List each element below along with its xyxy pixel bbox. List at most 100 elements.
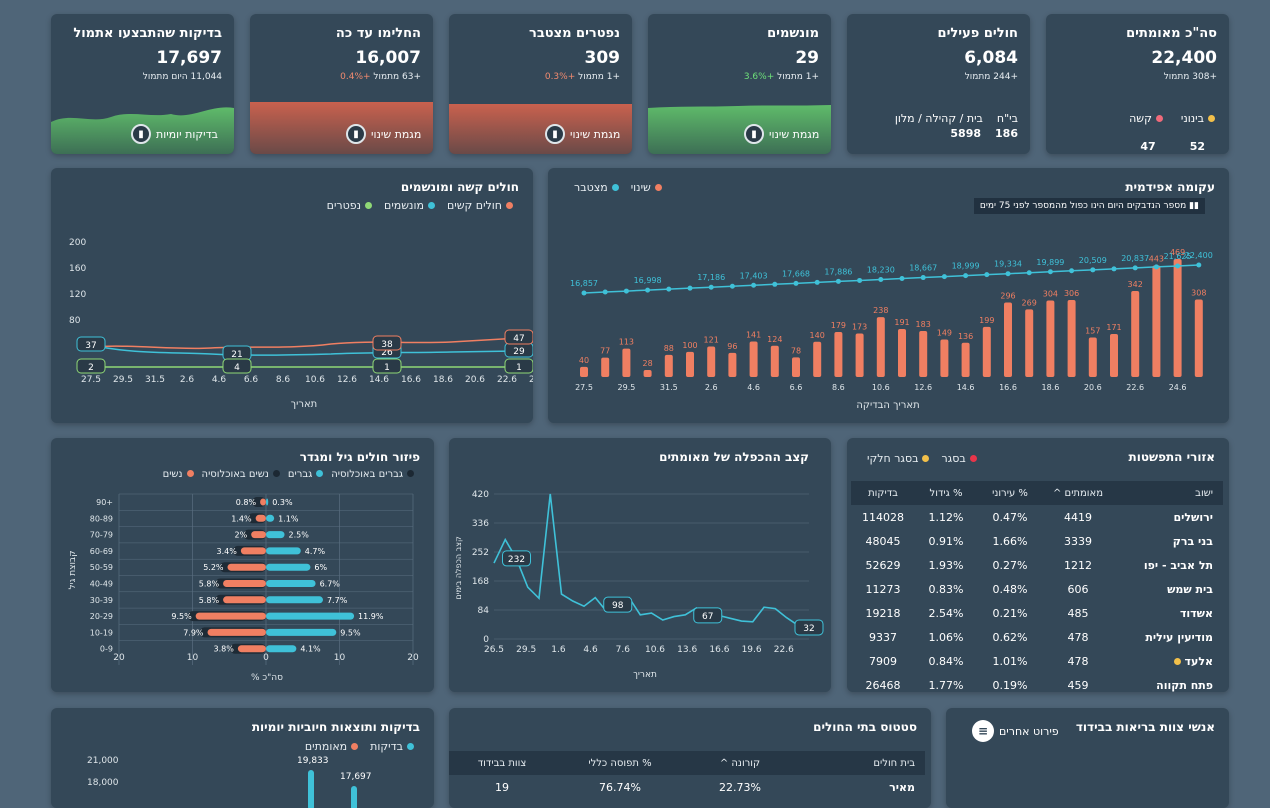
bar-label: 179 (831, 321, 846, 330)
city-name: תל אביב - יפו (1143, 558, 1213, 572)
women-label: 3.8% (214, 645, 235, 654)
bar-change (1194, 299, 1203, 377)
table-row[interactable]: מאיר 22.73% 76.74% 19 (449, 775, 925, 799)
city-name: בני ברק (1172, 534, 1213, 548)
regions-legend: בסגר בסגר חלקי (867, 452, 977, 465)
cumulative-point (751, 282, 757, 288)
table-row[interactable]: פתח תקווה 459 0.19% 1.77% 26468 (851, 673, 1223, 692)
legend-partial-closure[interactable]: בסגר חלקי (867, 452, 930, 465)
cumulative-point (772, 281, 778, 287)
callout-label: 21 (231, 350, 242, 360)
legend-tests[interactable]: בדיקות (370, 740, 414, 753)
table-row[interactable]: בני ברק 3339 1.66% 0.91% 48045 (851, 529, 1223, 553)
tests: 7909 (869, 654, 897, 668)
legend-severe[interactable]: חולים קשים (447, 199, 513, 212)
women-bar (223, 596, 266, 604)
bar-change (813, 341, 822, 377)
x-tick: 26.5 (484, 645, 504, 655)
x-tick: 27.5 (575, 383, 593, 392)
table-row[interactable]: מודיעין עילית 478 0.62% 1.06% 9337 (851, 625, 1223, 649)
bar-change (1088, 337, 1097, 377)
bar-label: 171 (1106, 323, 1121, 332)
x-tick: 22.6 (497, 375, 517, 385)
callout-label: 1 (516, 363, 522, 373)
legend-women-pop[interactable]: נשים באוכלוסיה (202, 469, 280, 480)
cumulative-point (984, 272, 990, 278)
hosp-value: 186 (995, 127, 1018, 140)
sparkline-recovered (250, 102, 433, 154)
table-row[interactable]: אלעד 478 1.01% 0.84% 7909 (851, 649, 1223, 673)
legend-women[interactable]: נשים (163, 469, 194, 480)
legend-ventilated[interactable]: מונשמים (384, 199, 435, 212)
tests: 26468 (865, 678, 901, 692)
women-label: 9.5% (171, 612, 192, 621)
cumulative-label: 17,668 (782, 269, 810, 278)
col-urban[interactable]: % עירוני (977, 481, 1043, 505)
daily-tests-link[interactable]: בדיקות יומיות ▮ (131, 124, 218, 144)
cumulative-point (708, 284, 714, 290)
legend-closure[interactable]: בסגר (941, 452, 977, 465)
men-label: 0.3% (272, 498, 293, 507)
bar-change (982, 326, 991, 377)
kpi-value: 309 (584, 48, 621, 68)
callout-box (693, 607, 723, 624)
legend-confirmed[interactable]: מאומתים (305, 740, 359, 753)
urban-pct: 0.21% (992, 606, 1028, 620)
table-header-row: בית חולים קורונה ^ % תפוסה כללי צוות בבי… (449, 751, 925, 775)
chart-icon: ▮ (131, 124, 151, 144)
col-confirmed[interactable]: מאומתים ^ (1043, 481, 1113, 505)
other-details-button[interactable]: פירוט אחרים ≡ (972, 720, 1059, 742)
growth-pct: 1.06% (928, 630, 964, 644)
y-tick: 200 (69, 238, 86, 248)
bar-change (1110, 333, 1118, 377)
cumulative-label: 16,998 (634, 276, 662, 285)
bar-label: 173 (852, 322, 867, 331)
y-tick: 0 (483, 635, 489, 645)
table-header-row: ישוב מאומתים ^ % עירוני % גידול בדיקות (851, 481, 1223, 505)
urban-pct: 0.47% (992, 510, 1028, 524)
legend-men[interactable]: גברים (288, 469, 324, 480)
x-tick: 10.6 (645, 645, 665, 655)
callout-label: 67 (702, 612, 713, 622)
col-growth[interactable]: % גידול (915, 481, 977, 505)
col-occupancy[interactable]: % תפוסה כללי (555, 751, 685, 775)
doubling-title: קצב ההכפלה של מאומתים (659, 450, 809, 464)
x-tick: 2.6 (705, 383, 718, 392)
y-tick: 168 (472, 577, 489, 587)
col-staff[interactable]: צוות בבידוד (449, 751, 555, 775)
bar-change (898, 328, 906, 377)
cumulative-point (1026, 270, 1032, 276)
legend-deceased[interactable]: נפטרים (327, 199, 373, 212)
table-row[interactable]: בית שמש 606 0.48% 0.83% 11273 (851, 577, 1223, 601)
x-tick: 27.5 (81, 375, 101, 385)
col-corona[interactable]: קורונה ^ (685, 751, 795, 775)
trend-link[interactable]: מגמת שינוי ▮ (346, 124, 421, 144)
y-tick: 30-39 (90, 596, 113, 605)
x-tick: 22.6 (1126, 383, 1144, 392)
bar-label: 40 (579, 356, 589, 365)
cumulative-point (857, 277, 863, 283)
col-tests[interactable]: בדיקות (851, 481, 915, 505)
confirmed: 478 (1067, 630, 1089, 644)
table-row[interactable]: תל אביב - יפו 1212 0.27% 1.93% 52629 (851, 553, 1223, 577)
col-city[interactable]: ישוב (1113, 481, 1223, 505)
y-tick: 70-79 (90, 531, 113, 540)
table-row[interactable]: ירושלים 4419 0.47% 1.12% 114028 (851, 505, 1223, 529)
trend-link[interactable]: מגמת שינוי ▮ (545, 124, 620, 144)
col-hospital[interactable]: בית חולים (795, 751, 925, 775)
cumulative-point (666, 286, 672, 292)
growth-pct: 1.93% (928, 558, 964, 572)
table-row[interactable]: אשדוד 485 0.21% 2.54% 19218 (851, 601, 1223, 625)
bar-change (834, 331, 843, 377)
bar-change (1046, 300, 1055, 377)
callout-box (502, 550, 531, 567)
bar-tests (351, 786, 357, 808)
legend-men-pop[interactable]: גברים באוכלוסיה (331, 469, 414, 480)
city-name: אשדוד (1179, 606, 1213, 620)
legend-cumulative[interactable]: מצטבר (574, 181, 619, 194)
cumulative-label: 20,837 (1121, 254, 1149, 263)
sparkline-ventilated (648, 105, 831, 154)
men-label: 2.5% (289, 531, 310, 540)
trend-link[interactable]: מגמת שינוי ▮ (744, 124, 819, 144)
legend-change[interactable]: שינוי (631, 181, 662, 194)
